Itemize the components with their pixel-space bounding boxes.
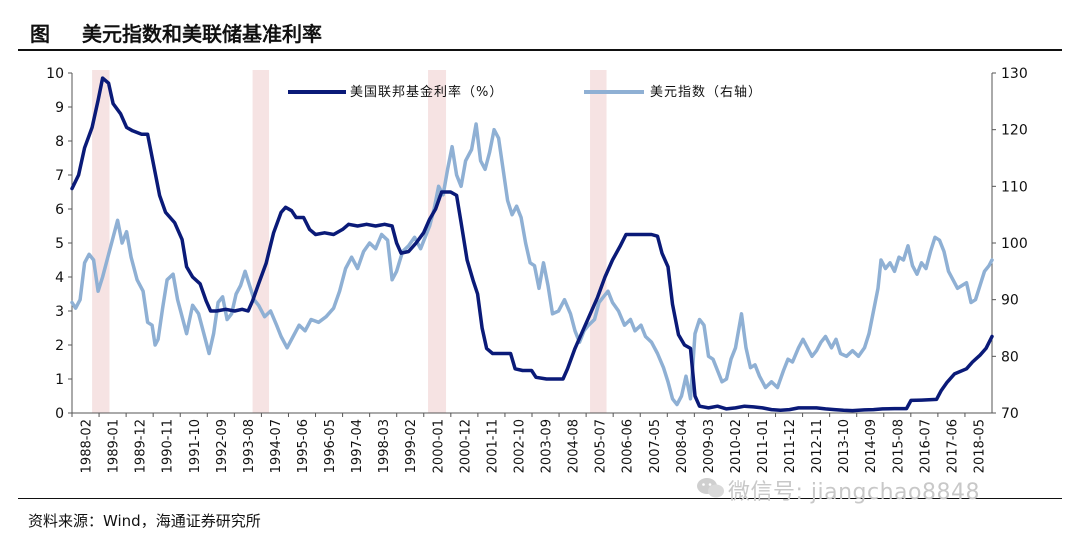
axes-group: [68, 72, 996, 417]
x-tick-label: 2011-01: [756, 419, 771, 473]
x-tick-label: 2002-10: [512, 419, 527, 473]
x-tick-label: 2008-04: [675, 419, 690, 473]
x-tick-label: 2003-09: [540, 419, 555, 473]
x-tick-label: 1998-03: [377, 419, 392, 473]
left-tick-label: 1: [55, 372, 64, 388]
right-tick-label: 120: [1001, 123, 1028, 139]
recession-band-3: [590, 70, 607, 413]
x-tick-label: 1990-11: [161, 419, 176, 473]
fed-rate-line: [70, 76, 994, 413]
chart-header: 图 美元指数和美联储基准利率: [18, 14, 1062, 50]
x-tick-label: 2011-12: [783, 419, 798, 473]
x-tick-label: 1988-02: [80, 419, 95, 473]
x-tick-label: 2004-08: [567, 419, 582, 473]
x-tick-label: 1989-01: [107, 419, 122, 473]
x-tick-label: 1999-02: [404, 419, 419, 473]
x-tick-label: 1996-05: [323, 419, 338, 473]
legend-label-dollar-index: 美元指数（右轴）: [650, 85, 762, 100]
left-tick-label: 4: [55, 270, 64, 286]
x-tick-label: 1992-09: [215, 419, 230, 473]
x-tick-label: 2007-05: [648, 419, 663, 473]
left-tick-label: 0: [55, 406, 64, 422]
x-tick-label: 1991-10: [188, 419, 203, 473]
legend-label-fed-rate: 美国联邦基金利率（%）: [350, 84, 503, 100]
x-tick-label: 2018-05: [972, 419, 987, 473]
x-tick-label: 2005-07: [594, 419, 609, 473]
right-tick-label: 90: [1001, 293, 1019, 309]
x-tick-label: 2012-11: [810, 419, 825, 473]
x-tick-label: 2000-01: [431, 419, 446, 473]
left-tick-label: 2: [55, 338, 64, 354]
legend: 美国联邦基金利率（%） 美元指数（右轴）: [288, 84, 762, 100]
left-tick-label: 9: [55, 100, 64, 116]
right-tick-label: 130: [1001, 66, 1028, 82]
x-tick-label: 2016-07: [918, 419, 933, 473]
x-tick-label: 2001-11: [485, 419, 500, 473]
recession-shading-group: [92, 70, 607, 413]
right-tick-label: 70: [1001, 406, 1019, 422]
series-lines-group: [70, 76, 994, 413]
left-tick-label: 8: [55, 134, 64, 150]
left-tick-label: 10: [46, 66, 64, 82]
recession-band-0: [92, 70, 110, 413]
chart-area: 0 1 2 3 4 5 6 7 8 9 10 70 80 90 100 110 120 130 1988-02 198…: [46, 66, 1028, 473]
left-tick-label: 7: [55, 168, 64, 184]
x-tick-label: 2013-10: [837, 419, 852, 473]
watermark-text: 微信号: jiangchao8848: [728, 480, 980, 505]
figure-label: 图: [30, 22, 50, 46]
left-tick-label: 6: [55, 202, 64, 218]
chart-title: 美元指数和美联储基准利率: [82, 22, 322, 46]
wechat-icon: [697, 478, 724, 498]
x-tick-label: 2014-09: [864, 419, 879, 473]
right-tick-label: 100: [1001, 236, 1028, 252]
x-tick-label: 1993-08: [242, 419, 257, 473]
x-tick-label: 1994-07: [269, 419, 284, 473]
left-tick-label: 5: [55, 236, 64, 252]
x-tick-label: 1997-04: [350, 419, 365, 473]
x-tick-label: 2015-08: [891, 419, 906, 473]
top-rule: [18, 49, 1062, 51]
x-tick-label: 1995-06: [296, 419, 311, 473]
x-tick-label: 1989-12: [134, 419, 149, 473]
x-tick-label: 2000-12: [458, 419, 473, 473]
left-tick-label: 3: [55, 304, 64, 320]
recession-band-2: [428, 70, 447, 413]
bottom-rule: [18, 498, 1062, 499]
dollar-index-line: [70, 122, 994, 407]
right-tick-label: 110: [1001, 179, 1028, 195]
x-tick-label: 2006-06: [621, 419, 636, 473]
x-tick-label: 2009-03: [702, 419, 717, 473]
x-tick-label: 2017-06: [945, 419, 960, 473]
recession-band-1: [252, 70, 270, 413]
x-tick-label: 2010-02: [729, 419, 744, 473]
right-tick-label: 80: [1001, 349, 1019, 365]
tick-labels-group: 0 1 2 3 4 5 6 7 8 9 10 70 80 90 100 110 120 130 1988-02 198…: [46, 66, 1028, 473]
source-note: 资料来源：Wind，海通证券研究所: [28, 512, 261, 530]
